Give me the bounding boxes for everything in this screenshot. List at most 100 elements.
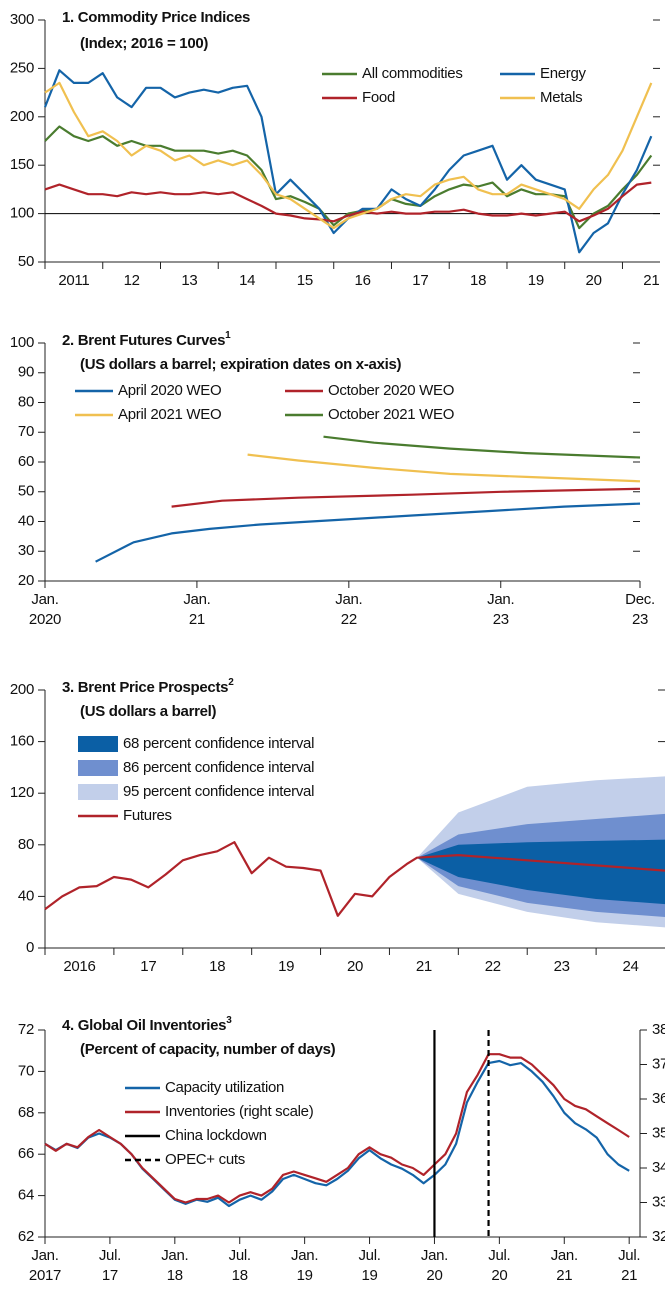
x-tick-label: 22 bbox=[485, 958, 501, 975]
y-tick-label: 66 bbox=[18, 1145, 34, 1162]
x-tick-label: 21 bbox=[416, 958, 432, 975]
chart-title: 3. Brent Price Prospects2 bbox=[62, 677, 234, 696]
x-tick-label-line: 21 bbox=[189, 611, 205, 628]
y-tick-label: 300 bbox=[10, 11, 34, 28]
x-tick-label-line: Jul. bbox=[358, 1247, 380, 1264]
legend-label: All commodities bbox=[362, 65, 463, 82]
y-tick-label: 30 bbox=[18, 542, 34, 559]
y-tick-label: 60 bbox=[18, 453, 34, 470]
x-tick-label: 13 bbox=[181, 272, 197, 289]
x-tick-label: 19 bbox=[528, 272, 544, 289]
legend-label: Energy bbox=[540, 65, 587, 82]
x-tick-label: 15 bbox=[297, 272, 313, 289]
x-tick-label-line: 19 bbox=[361, 1267, 377, 1284]
chart-subtitle: (US dollars a barrel) bbox=[80, 703, 217, 720]
x-tick-label: Jan. 2020 bbox=[29, 591, 61, 628]
x-tick-label: 23 bbox=[554, 958, 570, 975]
y-tick-label: 250 bbox=[10, 59, 34, 76]
x-tick-label: 20 bbox=[586, 272, 602, 289]
x-tick-label-line: Jan. bbox=[421, 1247, 448, 1264]
legend-label: China lockdown bbox=[165, 1127, 267, 1144]
x-tick-label: Dec. 23 bbox=[625, 591, 655, 628]
x-tick-label-line: 17 bbox=[102, 1267, 118, 1284]
y-tick-label: 200 bbox=[10, 108, 34, 125]
x-tick-label: Jul. 19 bbox=[358, 1247, 380, 1284]
series-line bbox=[44, 1053, 630, 1204]
x-tick-label-line: 18 bbox=[167, 1267, 183, 1284]
y-tick-label: 64 bbox=[18, 1187, 34, 1204]
legend-label: Capacity utilization bbox=[165, 1079, 284, 1096]
y2-tick-label: 36 bbox=[652, 1090, 665, 1107]
x-tick-label: Jan. 23 bbox=[487, 591, 514, 628]
y2-tick-label: 37 bbox=[652, 1055, 665, 1072]
x-tick-label: 18 bbox=[209, 958, 225, 975]
x-tick-label: Jan. 20 bbox=[421, 1247, 448, 1284]
x-tick-label-line: Jan. bbox=[183, 591, 210, 608]
y-tick-label: 80 bbox=[18, 836, 34, 853]
x-tick-label: 20 bbox=[347, 958, 363, 975]
y-tick-label: 80 bbox=[18, 393, 34, 410]
y-tick-label: 100 bbox=[10, 334, 34, 351]
x-tick-label: 24 bbox=[623, 958, 639, 975]
x-tick-label: Jul. 18 bbox=[229, 1247, 251, 1284]
series-line bbox=[44, 181, 652, 223]
legend-swatch bbox=[78, 760, 118, 776]
x-tick-label: 21 bbox=[643, 272, 659, 289]
x-tick-label: Jul. 17 bbox=[99, 1247, 121, 1284]
x-tick-label-line: 20 bbox=[491, 1267, 507, 1284]
x-tick-label-line: 21 bbox=[556, 1267, 572, 1284]
legend-label: 86 percent confidence interval bbox=[123, 759, 314, 776]
y-tick-label: 68 bbox=[18, 1104, 34, 1121]
series-line bbox=[44, 81, 653, 230]
chart-subtitle: (US dollars a barrel; expiration dates o… bbox=[80, 356, 402, 373]
chart-subtitle: (Percent of capacity, number of days) bbox=[80, 1041, 336, 1058]
title-text: 3. Brent Price Prospects bbox=[62, 679, 228, 696]
x-tick-label-line: 18 bbox=[232, 1267, 248, 1284]
legend-label: October 2020 WEO bbox=[328, 382, 454, 399]
y-tick-label: 150 bbox=[10, 156, 34, 173]
y-tick-label: 120 bbox=[10, 784, 34, 801]
y-tick-label: 50 bbox=[18, 253, 34, 270]
legend-label: Futures bbox=[123, 807, 172, 824]
y-tick-label: 50 bbox=[18, 483, 34, 500]
series-line bbox=[323, 435, 641, 459]
y-tick-label: 0 bbox=[26, 939, 34, 956]
x-tick-label-line: 23 bbox=[632, 611, 648, 628]
series-line bbox=[44, 841, 665, 917]
y2-tick-label: 34 bbox=[652, 1159, 665, 1176]
legend-label: Metals bbox=[540, 89, 582, 106]
title-note: 2 bbox=[228, 677, 234, 688]
title-note: 1 bbox=[225, 330, 231, 341]
x-tick-label-line: Jul. bbox=[229, 1247, 251, 1264]
legend-label: OPEC+ cuts bbox=[165, 1151, 245, 1168]
x-tick-label: Jan. 21 bbox=[551, 1247, 578, 1284]
x-tick-label-line: 2020 bbox=[29, 611, 61, 628]
x-tick-label: Jan. 18 bbox=[161, 1247, 188, 1284]
title-note: 3 bbox=[226, 1015, 232, 1026]
legend-label: Food bbox=[362, 89, 395, 106]
x-tick-label: Jan. 2017 bbox=[29, 1247, 61, 1284]
y2-tick-label: 38 bbox=[652, 1021, 665, 1038]
x-tick-label-line: Jan. bbox=[335, 591, 362, 608]
x-tick-label-line: 23 bbox=[493, 611, 509, 628]
y-tick-label: 100 bbox=[10, 205, 34, 222]
title-text: 4. Global Oil Inventories bbox=[62, 1017, 226, 1034]
x-tick-label: 18 bbox=[470, 272, 486, 289]
y2-tick-label: 32 bbox=[652, 1228, 665, 1245]
x-tick-label-line: 20 bbox=[426, 1267, 442, 1284]
series-line bbox=[247, 453, 641, 483]
x-tick-label-line: Dec. bbox=[625, 591, 655, 608]
x-tick-label-line: 22 bbox=[341, 611, 357, 628]
y-tick-label: 70 bbox=[18, 1062, 34, 1079]
y-tick-label: 40 bbox=[18, 887, 34, 904]
chart-title: 4. Global Oil Inventories3 bbox=[62, 1015, 232, 1034]
y-tick-label: 62 bbox=[18, 1228, 34, 1245]
chart-title: 1. Commodity Price Indices bbox=[62, 9, 250, 26]
chart-subtitle: (Index; 2016 = 100) bbox=[80, 35, 208, 52]
legend-label: 68 percent confidence interval bbox=[123, 735, 314, 752]
series-line bbox=[95, 502, 641, 563]
x-tick-label: 14 bbox=[239, 272, 255, 289]
x-tick-label-line: 2017 bbox=[29, 1267, 61, 1284]
x-tick-label: Jan. 21 bbox=[183, 591, 210, 628]
